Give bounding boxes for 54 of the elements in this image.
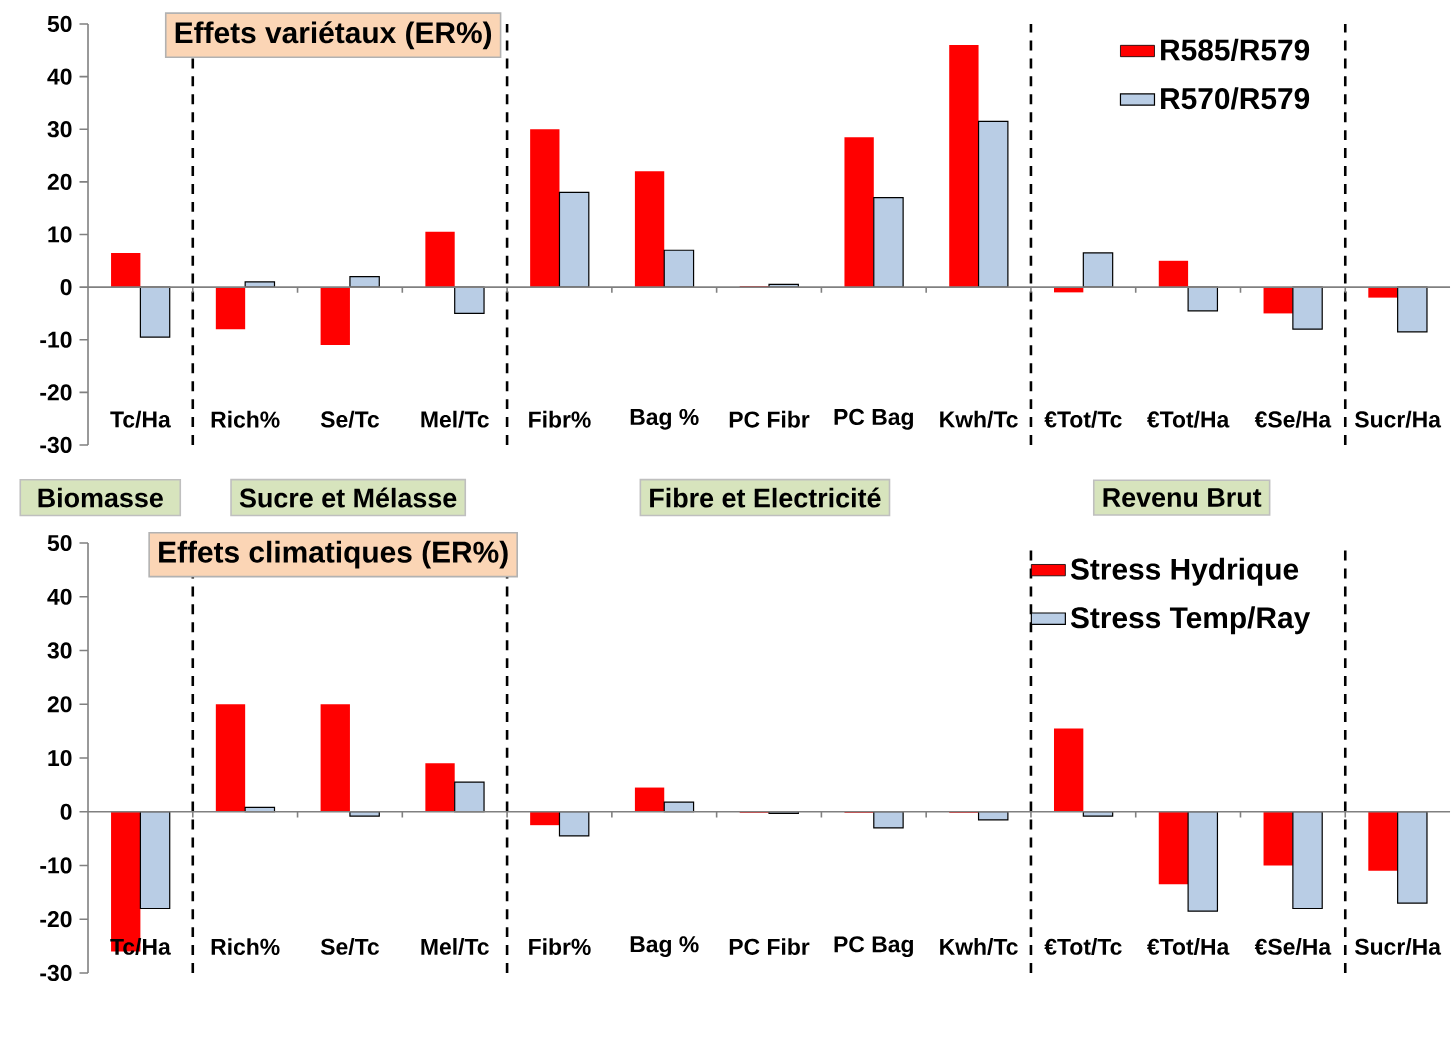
x-tick-label: Bag %	[630, 936, 699, 957]
text: Revenu Brut	[1103, 488, 1262, 507]
y-tick-label: -30	[40, 964, 72, 982]
x-tick-label: Se/Tc	[320, 938, 379, 956]
text: Biomasse	[38, 487, 163, 508]
y-tick-label: 10	[48, 749, 72, 767]
x-tick-label: €Se/Ha	[1254, 410, 1332, 428]
x-tick-label: €Tot/Ha	[1147, 410, 1230, 428]
x-tick-label: €Tot/Tc	[1044, 410, 1122, 428]
x-tick-label: Sucr/Ha	[1355, 410, 1442, 428]
y-tick-label: 10	[48, 226, 72, 243]
x-tick-label: Rich%	[211, 410, 280, 428]
y-tick-label: 0	[60, 803, 72, 820]
y-tick-label: -30	[40, 436, 72, 454]
legend-label: R585/R579	[1161, 38, 1310, 61]
y-tick-label: -20	[40, 384, 72, 401]
x-tick-label: Kwh/Tc	[940, 410, 1018, 428]
y-tick-label: 0	[60, 278, 72, 296]
x-tick-label: €Tot/Ha	[1147, 938, 1230, 956]
legend-label: Stress Temp/Ray	[1070, 606, 1311, 635]
x-tick-label: PC Fibr	[729, 410, 810, 428]
y-tick-label: 40	[47, 588, 72, 605]
y-tick-label: -10	[40, 857, 72, 874]
x-tick-label: PC Bag	[834, 408, 913, 430]
y-tick-label: -10	[40, 331, 72, 348]
y-tick-label: 50	[47, 15, 72, 33]
y-tick-label: 50	[47, 534, 72, 552]
y-tick-label: -20	[40, 911, 72, 928]
legend-label: R570/R579	[1161, 87, 1310, 110]
x-tick-label: Fibr%	[529, 410, 591, 428]
y-tick-label: 30	[47, 121, 72, 138]
x-tick-label: €Tot/Tc	[1044, 938, 1122, 956]
x-tick-label: Bag %	[630, 408, 699, 430]
y-tick-label: 20	[47, 696, 72, 713]
x-tick-label: PC Bag	[834, 936, 913, 957]
x-tick-label: Rich%	[211, 938, 280, 955]
y-tick-label: 20	[47, 173, 72, 190]
y-tick-label: 40	[47, 68, 72, 85]
x-tick-label: Fibr%	[529, 938, 591, 955]
x-tick-label: Tc/Ha	[110, 938, 171, 956]
text: Fibre et Electricité	[650, 487, 881, 508]
x-tick-label: €Se/Ha	[1254, 938, 1332, 956]
x-tick-label: Se/Tc	[320, 410, 379, 428]
x-tick-label: Mel/Tc	[421, 938, 489, 956]
x-tick-label: Kwh/Tc	[940, 938, 1018, 956]
chart-title: Effets climatiques (ER%)	[159, 540, 508, 569]
legend-label: Stress Hydrique	[1070, 557, 1299, 586]
chart-title: Effets variétaux (ER%)	[175, 21, 492, 50]
text: Sucre et Mélasse	[239, 487, 457, 508]
x-tick-label: Tc/Ha	[110, 410, 171, 428]
x-tick-label: Mel/Tc	[421, 410, 489, 428]
x-tick-label: Sucr/Ha	[1355, 938, 1442, 956]
x-tick-label: PC Fibr	[729, 938, 810, 955]
y-tick-label: 30	[47, 642, 72, 659]
